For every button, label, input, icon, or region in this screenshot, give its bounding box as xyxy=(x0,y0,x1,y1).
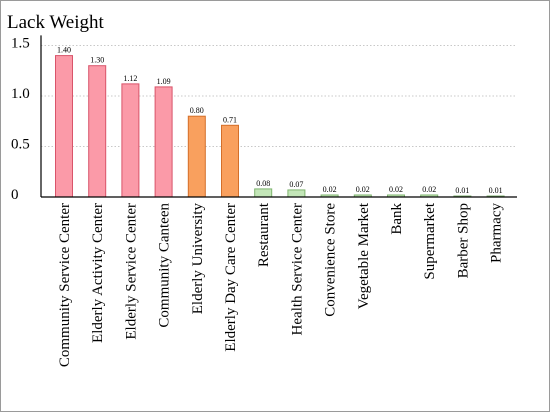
x-tick-label: Elderly University xyxy=(190,203,206,315)
y-axis-label: Lack Weight xyxy=(7,12,105,33)
y-tick-label: 1.0 xyxy=(11,86,30,102)
data-label: 0.02 xyxy=(323,185,337,194)
data-label: 0.80 xyxy=(190,106,204,115)
value-labels: 1.40 1.30 1.12 1.09 0.80 0.71 0.08 0.07 0.02 0.02… xyxy=(57,46,503,195)
data-label: 0.02 xyxy=(422,185,436,194)
y-tick-label: 0 xyxy=(11,187,19,203)
x-tick-label: Health Service Center xyxy=(289,203,305,335)
bar xyxy=(221,124,239,198)
y-ticks: 0 0.5 1.0 1.5 xyxy=(11,36,30,204)
data-label: 1.30 xyxy=(90,56,104,65)
y-tick-label: 0.5 xyxy=(11,137,30,153)
bar xyxy=(55,55,73,198)
bar xyxy=(154,86,173,198)
x-tick-label: Vegetable Market xyxy=(356,202,372,309)
data-label: 1.12 xyxy=(123,74,137,83)
data-label: 1.09 xyxy=(157,77,171,86)
x-tick-label: Barber Shop xyxy=(455,203,471,278)
x-tick-label: Bank xyxy=(389,203,405,235)
x-tick-label: Elderly Activity Center xyxy=(90,203,106,343)
x-tick-label: Pharmacy xyxy=(489,203,505,263)
bar xyxy=(121,83,140,198)
x-tick-label: Restaurant xyxy=(256,202,272,267)
data-label: 0.02 xyxy=(389,185,403,194)
bars xyxy=(55,55,505,198)
bar xyxy=(187,115,206,198)
data-label: 0.08 xyxy=(256,179,270,188)
y-tick-label: 1.5 xyxy=(11,36,30,52)
x-tick-label: Community Service Center xyxy=(57,203,73,367)
x-tick-label: Elderly Service Center xyxy=(123,203,139,340)
data-label: 1.40 xyxy=(57,46,71,55)
bar xyxy=(287,189,306,198)
data-label: 0.07 xyxy=(289,180,303,189)
data-label: 0.01 xyxy=(489,186,503,195)
x-tick-label: Convenience Store xyxy=(323,203,339,317)
bar xyxy=(88,65,107,198)
data-label: 0.71 xyxy=(223,115,237,124)
data-label: 0.01 xyxy=(455,186,469,195)
x-tick-label: Elderly Day Care Center xyxy=(223,203,239,352)
bar xyxy=(254,188,273,198)
x-category-labels: Community Service Center Elderly Activity… xyxy=(57,202,505,367)
gridlines xyxy=(41,45,517,147)
x-tick-label: Community Canteen xyxy=(157,203,173,328)
data-label: 0.02 xyxy=(356,185,370,194)
x-tick-label: Supermarket xyxy=(422,202,438,279)
